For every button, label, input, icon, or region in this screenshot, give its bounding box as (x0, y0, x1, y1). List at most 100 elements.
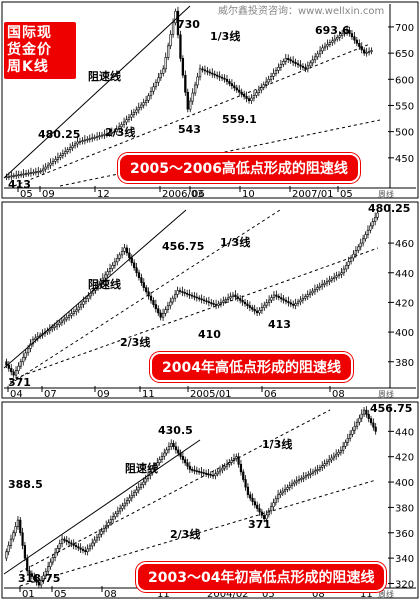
candle-body (263, 515, 266, 520)
y-tick-label: 340 (395, 554, 414, 565)
candle-body (276, 494, 280, 500)
candle-body (346, 437, 349, 443)
candle-body (51, 160, 55, 164)
candle-body (366, 229, 370, 235)
candle-body (167, 45, 170, 58)
candle-body (19, 361, 23, 367)
candle-body (188, 293, 191, 296)
candle-body (253, 308, 256, 312)
candle-body (164, 57, 167, 70)
candle-body (323, 45, 327, 49)
candle-body (365, 51, 368, 54)
candle-body (233, 85, 236, 89)
candle-body (351, 429, 354, 435)
candle-body (27, 172, 30, 175)
candle-body (348, 29, 351, 34)
candle-body (218, 469, 222, 473)
candle-body (193, 469, 196, 472)
candle-body (287, 58, 290, 60)
panel-frame (1, 201, 419, 399)
candle-body (325, 461, 329, 464)
candle-body (74, 545, 78, 548)
candle-body (37, 171, 40, 173)
candle-body (225, 464, 229, 467)
candle-body (347, 261, 350, 266)
candle-body (140, 277, 143, 283)
trend-line-label: 2/3线 (105, 125, 135, 139)
candle-body (309, 472, 312, 475)
candle-body (58, 543, 61, 549)
candle-body (223, 77, 226, 80)
candle-body (349, 433, 352, 439)
candle-body (265, 514, 268, 520)
candle-body (267, 299, 271, 303)
candle-body (191, 92, 194, 102)
trend-line (3, 209, 187, 369)
candle-body (336, 37, 339, 40)
candle-body (282, 298, 285, 301)
candle-body (110, 132, 113, 134)
candle-body (137, 107, 140, 111)
candle-body (333, 38, 336, 42)
candle-body (229, 296, 232, 299)
candle-body (149, 90, 153, 97)
candle-body (169, 33, 172, 47)
candle-body (88, 138, 91, 140)
candle-body (79, 547, 82, 550)
chart-panel-3: 320 340 360 380 400 420 440 01 05 08 11 2004/02 05 08… (1, 401, 419, 600)
candle-body (158, 459, 161, 464)
candle-body (272, 502, 275, 508)
candle-body (73, 143, 77, 147)
candle-body (128, 252, 131, 259)
key-point-label: 410 (198, 328, 221, 341)
candle-body (157, 308, 160, 314)
candle-body (358, 43, 361, 47)
candle-body (64, 151, 67, 154)
candle-body (77, 546, 80, 549)
candle-body (172, 443, 175, 447)
candle-body (81, 140, 84, 142)
x-tick-label: 05 (20, 189, 33, 200)
candle-body (88, 545, 92, 550)
candle-body (223, 465, 226, 469)
candle-body (145, 287, 148, 293)
candle-body (331, 40, 334, 43)
candle-body (86, 548, 89, 553)
candle-body (275, 294, 278, 297)
candle-body (330, 278, 333, 281)
candle-body (306, 65, 309, 70)
candle-body (186, 91, 189, 110)
x-tick-label: 11 (142, 389, 155, 400)
candle-body (339, 450, 342, 453)
candle-body (256, 504, 259, 509)
candle-body (350, 33, 354, 38)
candle-body (218, 75, 221, 78)
candle-body (286, 487, 289, 490)
candle-body (84, 550, 87, 553)
candle-body (21, 532, 24, 546)
candle-body (200, 298, 203, 301)
candle-body (316, 469, 319, 471)
candle-body (248, 305, 251, 308)
y-tick-label: 420 (395, 298, 414, 309)
candle-body (345, 265, 348, 270)
y-tick-label: 420 (395, 453, 414, 464)
candle-body (209, 474, 212, 476)
y-tick-label: 600 (395, 75, 414, 86)
candle-body (170, 443, 173, 447)
key-point-label: 730 (177, 18, 200, 31)
candle-body (265, 81, 268, 85)
title-line-3: 周K线 (7, 59, 49, 75)
candle-body (299, 64, 302, 67)
candle-body (169, 301, 172, 307)
candle-body (201, 68, 204, 71)
candle-body (176, 290, 179, 295)
candle-body (125, 119, 128, 123)
candle-body (9, 538, 13, 546)
candle-body (22, 357, 25, 363)
candle-body (335, 275, 338, 278)
trend-line-label: 阻速线 (88, 277, 121, 291)
candle-body (93, 136, 96, 139)
candle-body (60, 538, 64, 544)
